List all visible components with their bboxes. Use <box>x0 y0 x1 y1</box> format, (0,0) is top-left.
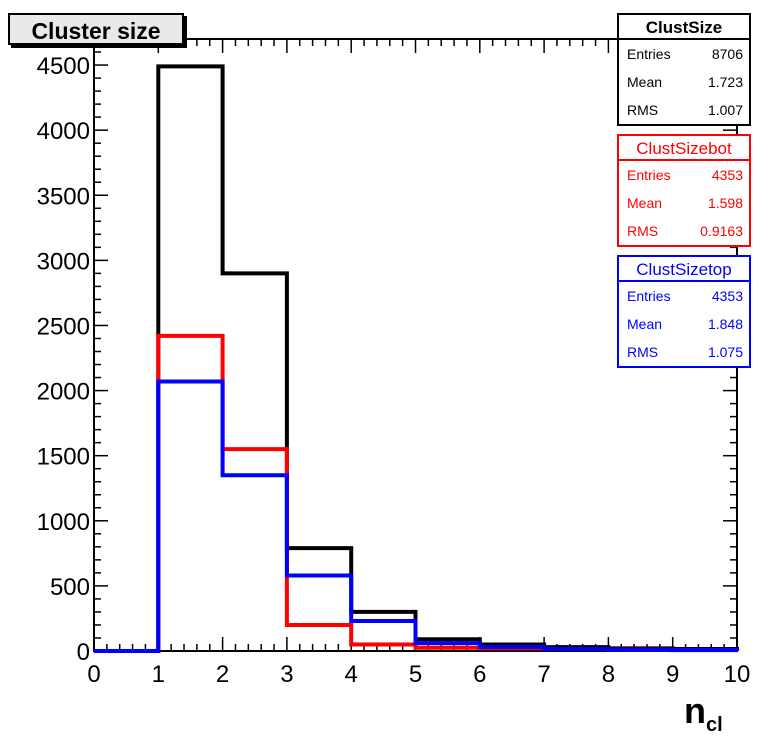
x-tick-label: 1 <box>152 661 165 688</box>
stats-title-clustsizebot: ClustSizebot <box>619 136 749 161</box>
stats-row-mean: Mean 1.723 <box>627 74 743 90</box>
stats-title-clustsizetop: ClustSizetop <box>619 257 749 282</box>
stats-row-rms: RMS 1.007 <box>627 102 743 118</box>
y-tick-label: 0 <box>77 639 90 666</box>
x-tick-label: 10 <box>724 661 751 688</box>
stats-row-entries: Entries 4353 <box>627 288 743 304</box>
histogram-clustsizetop <box>94 379 739 653</box>
y-tick-label: 2000 <box>37 379 90 406</box>
stats-row-mean: Mean 1.598 <box>627 195 743 211</box>
x-tick-label: 2 <box>216 661 229 688</box>
x-tick-label: 9 <box>666 661 679 688</box>
y-tick-label: 4500 <box>37 53 90 80</box>
y-tick-label: 2500 <box>37 313 90 340</box>
x-tick-label: 6 <box>473 661 486 688</box>
y-tick-label: 3000 <box>37 248 90 275</box>
y-tick-label: 3500 <box>37 183 90 210</box>
x-tick-label: 7 <box>537 661 550 688</box>
x-tick-label: 5 <box>409 661 422 688</box>
x-tick-label: 8 <box>602 661 615 688</box>
x-axis-label: ncl <box>684 690 723 737</box>
y-tick-label: 1000 <box>37 509 90 536</box>
stats-box-clustsizebot: ClustSizebot Entries 4353 Mean 1.598 RMS 0.… <box>617 134 751 247</box>
x-tick-label: 3 <box>280 661 293 688</box>
y-tick-label: 500 <box>50 574 90 601</box>
x-tick-label: 0 <box>87 661 100 688</box>
stats-title-clustsize: ClustSize <box>619 15 749 40</box>
tick-labels: 0 1 2 3 4 5 6 7 8 9 10 0 500 1000 1500 2000 2500 3000 3500… <box>37 53 751 688</box>
y-tick-label: 1500 <box>37 444 90 471</box>
chart-title: Cluster size <box>8 13 184 45</box>
stats-row-mean: Mean 1.848 <box>627 316 743 332</box>
stats-box-clustsizetop: ClustSizetop Entries 4353 Mean 1.848 RMS 1.… <box>617 255 751 368</box>
stats-row-rms: RMS 0.9163 <box>627 223 743 239</box>
y-tick-label: 4000 <box>37 118 90 145</box>
histogram-series <box>94 64 739 653</box>
stats-row-rms: RMS 1.075 <box>627 344 743 360</box>
stats-box-clustsize: ClustSize Entries 8706 Mean 1.723 RMS 1.007 <box>617 13 751 126</box>
x-tick-label: 4 <box>345 661 358 688</box>
stats-row-entries: Entries 4353 <box>627 167 743 183</box>
stats-row-entries: Entries 8706 <box>627 46 743 62</box>
